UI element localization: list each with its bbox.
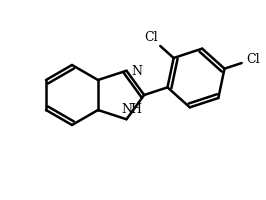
Text: N: N	[131, 65, 142, 78]
Text: H: H	[130, 103, 141, 116]
Text: N: N	[121, 103, 132, 116]
Text: Cl: Cl	[144, 31, 158, 44]
Text: Cl: Cl	[246, 53, 260, 66]
